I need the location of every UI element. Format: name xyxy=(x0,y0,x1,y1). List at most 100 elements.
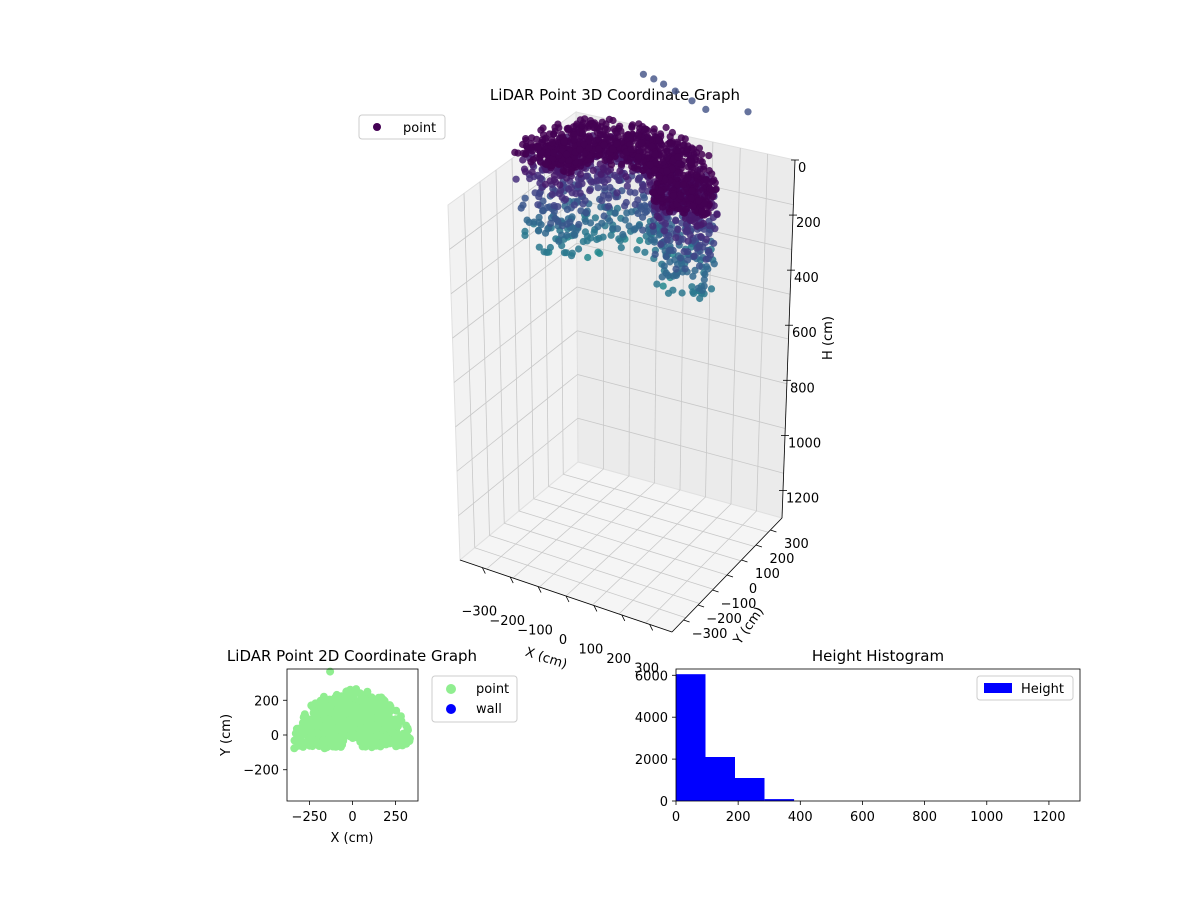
panel-3d-scatter: LiDAR Point 3D Coordinate Graph 0 200 400 6… xyxy=(358,70,836,676)
chart-title-histogram: Height Histogram xyxy=(812,647,944,665)
cloud-point xyxy=(539,207,547,215)
cloud-point xyxy=(655,174,663,182)
cloud-point xyxy=(650,236,658,244)
legend-histogram-frame xyxy=(976,675,1074,701)
x-tick-label-3d: 100 xyxy=(578,642,603,657)
x-tick-label-3d: −300 xyxy=(461,605,497,620)
cloud-point xyxy=(530,218,538,226)
point-2d xyxy=(319,736,328,745)
grid-line xyxy=(518,510,728,576)
cloud-point xyxy=(659,282,667,290)
cloud-point xyxy=(694,189,703,197)
cloud-point xyxy=(707,285,716,293)
point-2d xyxy=(298,730,307,739)
cloud-point xyxy=(609,145,617,153)
cloud-point xyxy=(691,218,699,226)
cloud-point xyxy=(562,249,570,257)
cloud-point xyxy=(672,217,680,225)
point-2d xyxy=(381,715,390,724)
z-tick-label: 0 xyxy=(798,161,806,176)
cloud-point xyxy=(522,135,530,143)
cloud-point xyxy=(586,219,595,227)
cloud-point xyxy=(689,272,697,280)
grid-line xyxy=(563,473,769,533)
cloud-point xyxy=(661,175,669,184)
cloud-point xyxy=(689,145,698,153)
cloud-point xyxy=(568,183,576,192)
cloud-point xyxy=(705,230,713,238)
cloud-point xyxy=(649,222,657,230)
cloud-point xyxy=(622,132,630,140)
cloud-point xyxy=(625,222,633,230)
cloud-point xyxy=(558,130,566,138)
cloud-point xyxy=(534,144,542,152)
cloud-point xyxy=(699,219,708,228)
cloud-point xyxy=(641,248,649,256)
cloud-point xyxy=(534,201,542,209)
legend-3d-frame xyxy=(358,114,446,140)
cloud-point xyxy=(676,254,685,262)
cloud-point xyxy=(667,140,675,148)
x-tick-label-2d: −250 xyxy=(292,810,328,825)
cloud-point xyxy=(698,208,706,216)
cloud-point xyxy=(635,120,643,128)
cloud-point xyxy=(570,230,578,238)
cloud-point xyxy=(528,134,536,142)
cloud-point xyxy=(655,136,663,144)
cloud-point xyxy=(684,237,692,245)
point-2d xyxy=(325,715,333,724)
cloud-point xyxy=(576,170,585,178)
z-tick-label: 200 xyxy=(796,216,821,231)
y-tick-mark-3d xyxy=(741,559,748,563)
x-tick-label-3d: 0 xyxy=(559,633,567,648)
histogram-bar xyxy=(764,799,795,801)
point-2d xyxy=(349,711,358,720)
point-2d xyxy=(307,701,316,710)
x-tick-mark-3d xyxy=(509,576,514,584)
cloud-point xyxy=(596,160,604,168)
cloud-point xyxy=(615,176,623,184)
x-tick-label-2d: 250 xyxy=(383,810,408,825)
cloud-point xyxy=(702,176,711,184)
histogram-bar xyxy=(676,674,706,801)
cloud-point xyxy=(531,189,539,197)
cloud-point xyxy=(604,176,612,184)
x-axis-label-2d: X (cm) xyxy=(331,831,374,846)
point-2d xyxy=(363,687,372,696)
cloud-point xyxy=(602,120,610,128)
grid-line xyxy=(730,147,741,505)
cloud-point xyxy=(661,227,669,235)
x-tick-label-histogram: 600 xyxy=(850,810,875,825)
cloud-point xyxy=(526,175,534,183)
y-tick-label-3d: −200 xyxy=(706,612,742,627)
cloud-point xyxy=(606,183,614,192)
cloud-point xyxy=(671,256,679,264)
cloud-point xyxy=(711,225,719,233)
outlier-point xyxy=(671,87,679,95)
cloud-point xyxy=(634,176,642,184)
y-tick-label-histogram: 4000 xyxy=(635,711,668,726)
cloud-point xyxy=(677,134,686,142)
legend-3d: point xyxy=(358,114,446,140)
cloud-point xyxy=(566,218,574,226)
cloud-point xyxy=(634,131,642,139)
cloud-point xyxy=(570,136,579,144)
cloud-point xyxy=(562,195,570,203)
cloud-point xyxy=(528,168,536,176)
point-2d xyxy=(392,742,400,751)
cloud-point xyxy=(599,233,607,241)
cloud-point xyxy=(637,139,646,147)
cloud-point xyxy=(594,145,603,153)
cloud-point xyxy=(555,151,563,159)
point-2d xyxy=(331,693,340,702)
grid-line xyxy=(592,496,706,606)
x-tick-label-histogram: 1000 xyxy=(970,810,1003,825)
cloud-point xyxy=(708,186,716,194)
cloud-point xyxy=(672,270,680,278)
point-2d xyxy=(385,736,394,745)
grid-line xyxy=(455,330,578,428)
cloud-point xyxy=(523,143,531,151)
y-tick-label-3d: 100 xyxy=(755,567,780,582)
point-2d xyxy=(358,731,367,740)
